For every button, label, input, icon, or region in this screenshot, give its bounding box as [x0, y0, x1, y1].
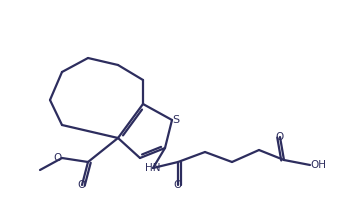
Text: HN: HN	[145, 163, 161, 173]
Text: OH: OH	[310, 160, 326, 170]
Text: S: S	[172, 115, 179, 125]
Text: O: O	[54, 153, 62, 163]
Text: O: O	[78, 180, 86, 190]
Text: O: O	[276, 132, 284, 142]
Text: O: O	[174, 180, 182, 190]
